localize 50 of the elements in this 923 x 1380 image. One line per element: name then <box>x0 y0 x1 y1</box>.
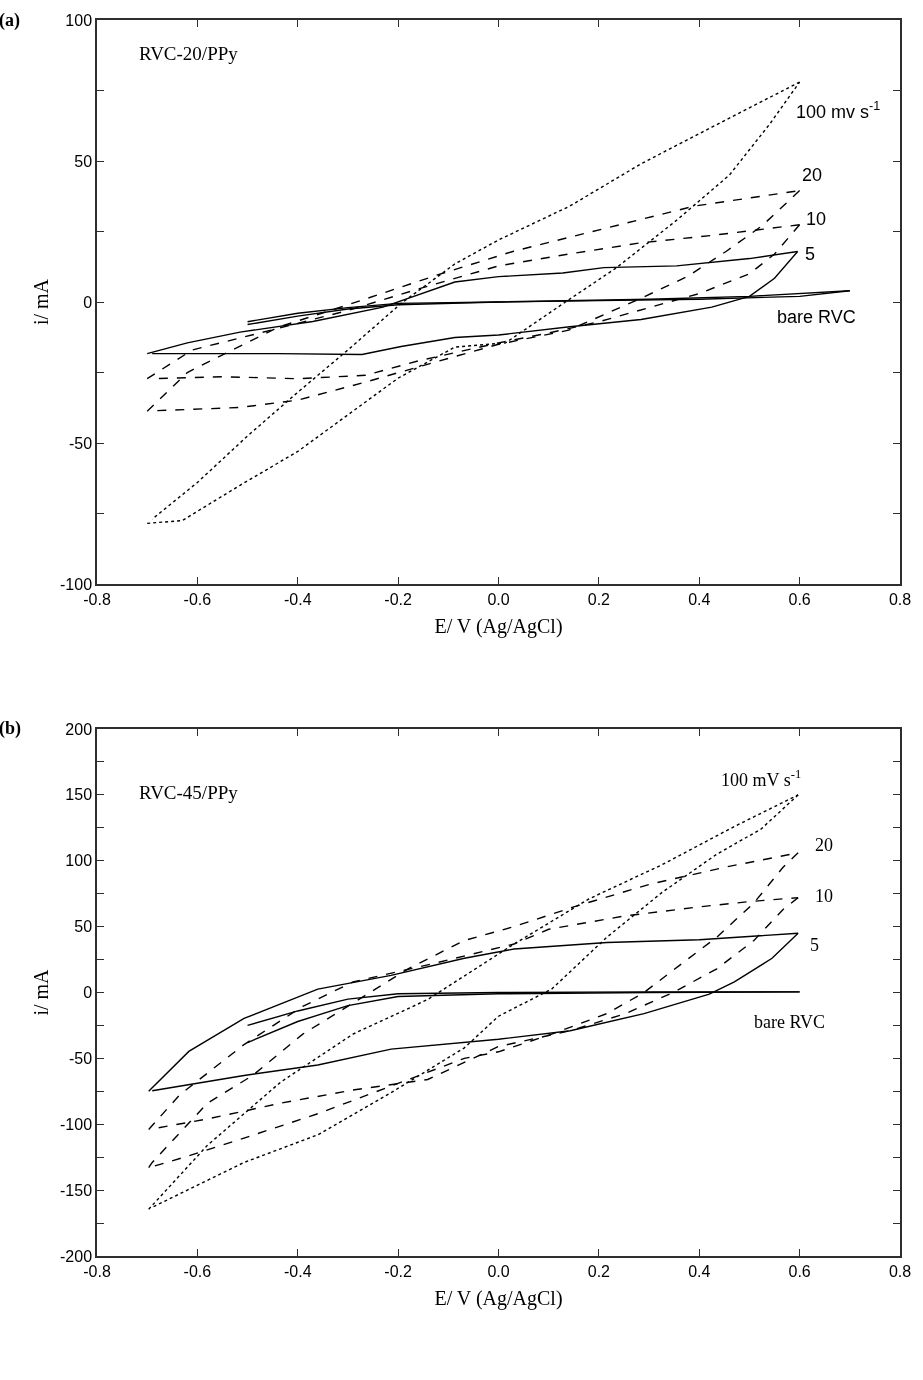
x-axis-title: E/ V (Ag/AgCl) <box>434 614 563 638</box>
x-axis-title: E/ V (Ag/AgCl) <box>434 1286 563 1310</box>
x-tick-label: -0.8 <box>83 590 111 608</box>
x-tick-label: -0.8 <box>83 1262 111 1280</box>
x-tick-label: -0.4 <box>283 1262 312 1280</box>
y-tick-label: 100 <box>65 852 93 870</box>
x-tick-label: 0.2 <box>587 590 611 608</box>
series-label: 100 mv s$^{-1}$ <box>796 99 881 122</box>
x-tick-label: -0.2 <box>384 590 413 608</box>
x-tick-label: 0.0 <box>487 1262 510 1280</box>
y-tick-label: 50 <box>74 918 93 936</box>
y-tick-label: 100 <box>65 11 93 29</box>
y-tick-label: -200 <box>60 1247 93 1265</box>
x-tick-label: 0.4 <box>688 590 711 608</box>
x-tick-label: 0.4 <box>688 1262 711 1280</box>
y-tick-label: 50 <box>74 152 93 170</box>
series-label: 10 <box>815 886 833 906</box>
x-tick-label: 0.8 <box>888 1262 912 1280</box>
y-tick-label: -100 <box>60 1115 93 1133</box>
series-label: 10 <box>806 209 827 229</box>
annotation: RVC-20/PPy <box>139 43 239 64</box>
series-label: 5 <box>810 935 819 955</box>
y-tick-label: 150 <box>65 786 93 804</box>
y-tick-label: 0 <box>83 984 93 1002</box>
text: (a) <box>0 10 20 31</box>
series-label: bare RVC <box>754 1012 826 1032</box>
annotation: RVC-45/PPy <box>139 782 239 803</box>
x-tick-label: 0.6 <box>788 1262 811 1280</box>
y-tick-label: 200 <box>65 720 93 738</box>
y-axis-title: i/ mA <box>30 278 53 326</box>
series-label: 5 <box>805 244 816 264</box>
y-axis-title: i/ mA <box>30 968 53 1016</box>
text: (b) <box>0 718 21 739</box>
x-tick-label: 0.8 <box>888 590 912 608</box>
x-tick-label: 0.6 <box>788 590 811 608</box>
y-tick-label: 0 <box>83 293 93 311</box>
y-tick-label: -150 <box>60 1181 93 1199</box>
x-tick-label: 0.0 <box>487 590 510 608</box>
x-tick-label: -0.6 <box>183 1262 212 1280</box>
x-tick-label: 0.2 <box>587 1262 611 1280</box>
x-tick-label: -0.2 <box>384 1262 413 1280</box>
y-tick-label: -50 <box>68 434 93 452</box>
series-label: bare RVC <box>777 307 856 327</box>
y-tick-label: -50 <box>68 1049 93 1067</box>
series-label: 20 <box>815 835 833 855</box>
x-tick-label: -0.6 <box>183 590 212 608</box>
x-tick-label: -0.4 <box>283 590 312 608</box>
series-label: 20 <box>802 165 823 185</box>
y-tick-label: -100 <box>60 575 93 593</box>
series-label: 100 mV s$^{-1}$ <box>721 767 802 790</box>
